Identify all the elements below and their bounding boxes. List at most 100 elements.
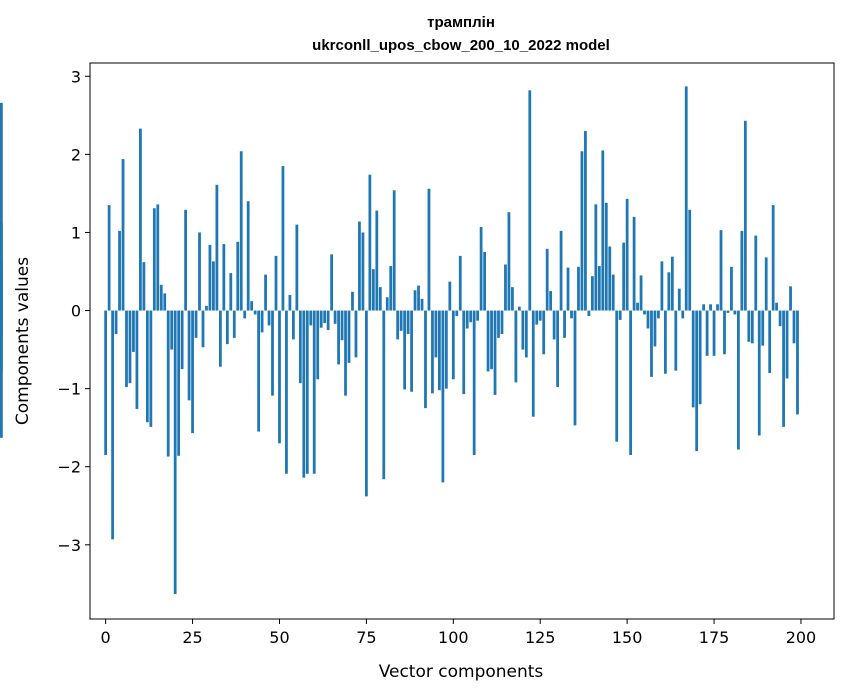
bar bbox=[479, 226, 483, 311]
bar bbox=[142, 262, 146, 311]
bar bbox=[768, 310, 772, 374]
bar bbox=[528, 90, 532, 311]
bar bbox=[114, 310, 118, 334]
bar bbox=[392, 190, 396, 311]
bar bbox=[761, 310, 765, 346]
bar bbox=[702, 304, 706, 311]
x-tick-label: 75 bbox=[356, 628, 376, 647]
bar bbox=[535, 310, 539, 325]
y-axis-label: Components values bbox=[13, 257, 33, 425]
bar bbox=[622, 242, 626, 311]
bar bbox=[750, 310, 754, 344]
bar bbox=[636, 302, 639, 311]
y-tick-label: 1 bbox=[71, 223, 81, 242]
bar bbox=[382, 310, 386, 480]
bar bbox=[139, 128, 142, 311]
bar bbox=[570, 310, 573, 319]
bar bbox=[347, 310, 351, 363]
bar bbox=[764, 257, 768, 311]
bar bbox=[330, 254, 334, 311]
bar bbox=[413, 290, 417, 311]
bar bbox=[225, 310, 229, 345]
bar bbox=[556, 310, 559, 388]
bar bbox=[111, 310, 114, 540]
bar bbox=[344, 310, 347, 396]
bar bbox=[493, 310, 497, 395]
x-tick-label: 100 bbox=[438, 628, 469, 647]
bar bbox=[361, 232, 365, 311]
bar bbox=[643, 310, 646, 315]
bar bbox=[646, 310, 650, 329]
bar bbox=[177, 310, 181, 456]
chart-title: трамплін bbox=[427, 14, 495, 31]
bar bbox=[712, 310, 716, 356]
bar bbox=[285, 310, 288, 474]
bar bbox=[601, 150, 605, 311]
bar bbox=[281, 166, 285, 311]
bar bbox=[726, 310, 730, 313]
x-axis: 0 25 50 75 100 125 150 175 200 bbox=[101, 619, 816, 647]
x-tick-label: 150 bbox=[612, 628, 643, 647]
bar bbox=[170, 310, 174, 350]
y-axis: −3 −2 −1 0 1 2 3 bbox=[57, 67, 90, 555]
bar bbox=[577, 266, 580, 311]
bar bbox=[663, 310, 667, 374]
bar bbox=[156, 204, 160, 311]
bar bbox=[552, 310, 556, 340]
bar bbox=[691, 310, 695, 408]
bar bbox=[785, 310, 789, 379]
bar bbox=[604, 202, 608, 311]
bar bbox=[278, 310, 281, 444]
bar bbox=[757, 310, 761, 436]
y-tick-label: −2 bbox=[57, 458, 81, 477]
bar bbox=[705, 310, 709, 356]
bar bbox=[514, 310, 518, 383]
bar bbox=[198, 232, 201, 311]
x-axis-label: Vector components bbox=[379, 662, 544, 682]
bar bbox=[410, 310, 413, 392]
bar bbox=[354, 310, 358, 358]
bar bbox=[511, 287, 514, 311]
bar bbox=[775, 302, 779, 311]
bar bbox=[448, 281, 452, 311]
bar bbox=[615, 310, 619, 442]
bar bbox=[0, 223, 3, 311]
bar bbox=[358, 221, 361, 311]
bar bbox=[107, 205, 111, 311]
bar bbox=[524, 310, 528, 358]
bar bbox=[594, 204, 598, 311]
bar bbox=[653, 310, 657, 347]
bar bbox=[566, 267, 570, 311]
bar bbox=[298, 310, 302, 384]
bar bbox=[424, 310, 427, 409]
bar bbox=[796, 310, 799, 415]
bar bbox=[427, 188, 431, 311]
chart-subtitle: ukrconll_upos_cbow_200_10_2022 model bbox=[312, 37, 610, 54]
bar bbox=[187, 310, 191, 401]
bar bbox=[465, 310, 469, 329]
bar bbox=[399, 310, 403, 331]
bar bbox=[455, 310, 459, 317]
bar bbox=[723, 310, 726, 355]
bar bbox=[458, 255, 462, 311]
bar bbox=[778, 310, 782, 327]
bar bbox=[497, 310, 500, 338]
bar bbox=[611, 274, 615, 311]
bar bbox=[232, 310, 236, 338]
x-tick-label: 0 bbox=[101, 628, 111, 647]
bar bbox=[152, 208, 156, 311]
bar bbox=[677, 288, 681, 311]
bar bbox=[215, 184, 219, 311]
bar bbox=[684, 86, 688, 311]
bar bbox=[733, 310, 737, 315]
bar bbox=[295, 224, 299, 311]
bar bbox=[431, 310, 434, 394]
bar bbox=[264, 274, 267, 311]
bar bbox=[121, 159, 125, 311]
bar bbox=[650, 310, 653, 377]
bar bbox=[486, 310, 490, 372]
bar bbox=[674, 310, 678, 371]
bar bbox=[212, 261, 215, 311]
bar bbox=[351, 291, 354, 311]
bar bbox=[789, 286, 792, 311]
